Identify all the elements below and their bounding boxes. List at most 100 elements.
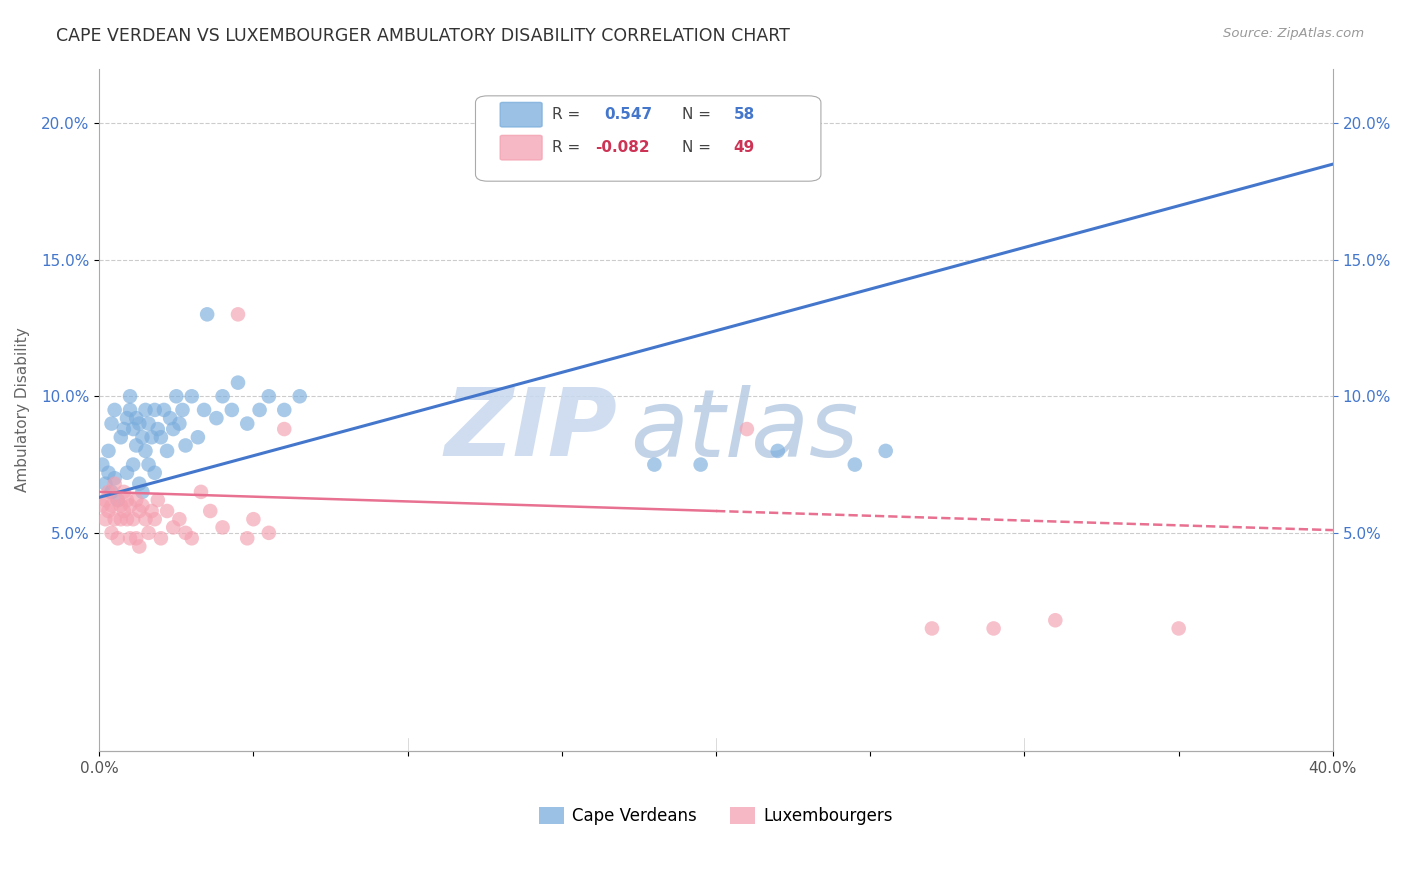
Point bbox=[128, 504, 150, 518]
Point bbox=[1045, 613, 1067, 627]
Point bbox=[257, 525, 280, 540]
Point bbox=[844, 458, 866, 472]
Point bbox=[169, 512, 191, 526]
Point bbox=[143, 403, 166, 417]
Text: atlas: atlas bbox=[630, 385, 858, 476]
Point bbox=[118, 389, 141, 403]
Point bbox=[110, 512, 132, 526]
Point bbox=[187, 430, 209, 444]
Point bbox=[122, 512, 145, 526]
Point bbox=[195, 307, 218, 321]
Point bbox=[174, 438, 197, 452]
Point bbox=[288, 389, 311, 403]
Point bbox=[97, 484, 120, 499]
Text: N =: N = bbox=[682, 107, 716, 122]
Point bbox=[131, 499, 153, 513]
Point bbox=[104, 403, 127, 417]
Point bbox=[107, 493, 129, 508]
Point bbox=[249, 403, 271, 417]
Point bbox=[122, 422, 145, 436]
Point bbox=[180, 389, 202, 403]
Point bbox=[128, 476, 150, 491]
Point bbox=[107, 531, 129, 545]
Point bbox=[242, 512, 264, 526]
Point bbox=[100, 499, 122, 513]
Point bbox=[94, 476, 117, 491]
Point bbox=[97, 466, 120, 480]
FancyBboxPatch shape bbox=[475, 95, 821, 181]
Point bbox=[134, 403, 156, 417]
Point bbox=[236, 417, 259, 431]
Text: Source: ZipAtlas.com: Source: ZipAtlas.com bbox=[1223, 27, 1364, 40]
Point bbox=[104, 476, 127, 491]
Point bbox=[146, 422, 169, 436]
Point bbox=[162, 520, 184, 534]
Text: R =: R = bbox=[553, 107, 585, 122]
Point bbox=[983, 622, 1005, 636]
Text: R =: R = bbox=[553, 140, 585, 155]
Point bbox=[91, 499, 114, 513]
FancyBboxPatch shape bbox=[501, 136, 543, 160]
Point bbox=[97, 504, 120, 518]
Point bbox=[143, 512, 166, 526]
Point bbox=[1167, 622, 1189, 636]
Point bbox=[193, 403, 215, 417]
Point bbox=[689, 458, 711, 472]
Point bbox=[100, 417, 122, 431]
Point bbox=[125, 531, 148, 545]
Point bbox=[180, 531, 202, 545]
Point bbox=[226, 376, 249, 390]
Point bbox=[134, 444, 156, 458]
Point bbox=[138, 525, 160, 540]
Point bbox=[156, 444, 179, 458]
Point bbox=[643, 458, 665, 472]
Text: ZIP: ZIP bbox=[444, 384, 617, 476]
Point bbox=[257, 389, 280, 403]
Point bbox=[131, 430, 153, 444]
Point bbox=[104, 512, 127, 526]
Text: 49: 49 bbox=[734, 140, 755, 155]
Point bbox=[118, 531, 141, 545]
Point bbox=[149, 430, 172, 444]
Point bbox=[134, 512, 156, 526]
Point bbox=[211, 389, 233, 403]
Point bbox=[122, 458, 145, 472]
FancyBboxPatch shape bbox=[501, 103, 543, 127]
Text: -0.082: -0.082 bbox=[595, 140, 650, 155]
Point bbox=[169, 417, 191, 431]
Point bbox=[112, 504, 135, 518]
Point bbox=[97, 444, 120, 458]
Point bbox=[91, 458, 114, 472]
Point bbox=[141, 504, 163, 518]
Point bbox=[138, 458, 160, 472]
Point bbox=[110, 430, 132, 444]
Point bbox=[236, 531, 259, 545]
Point bbox=[125, 438, 148, 452]
Point bbox=[165, 389, 187, 403]
Y-axis label: Ambulatory Disability: Ambulatory Disability bbox=[15, 327, 30, 492]
Point bbox=[118, 403, 141, 417]
Point bbox=[107, 493, 129, 508]
Point bbox=[94, 512, 117, 526]
Point bbox=[131, 484, 153, 499]
Point bbox=[159, 411, 181, 425]
Point bbox=[146, 493, 169, 508]
Point bbox=[115, 493, 138, 508]
Point bbox=[162, 422, 184, 436]
Point bbox=[766, 444, 789, 458]
Point bbox=[125, 411, 148, 425]
Point bbox=[112, 484, 135, 499]
Point bbox=[100, 525, 122, 540]
Point bbox=[141, 430, 163, 444]
Text: 0.547: 0.547 bbox=[603, 107, 652, 122]
Point bbox=[875, 444, 897, 458]
Point bbox=[200, 504, 222, 518]
Point bbox=[100, 484, 122, 499]
Point bbox=[118, 499, 141, 513]
Point bbox=[921, 622, 943, 636]
Point bbox=[221, 403, 243, 417]
Point bbox=[156, 504, 179, 518]
Point bbox=[172, 403, 194, 417]
Text: N =: N = bbox=[682, 140, 716, 155]
Point bbox=[149, 531, 172, 545]
